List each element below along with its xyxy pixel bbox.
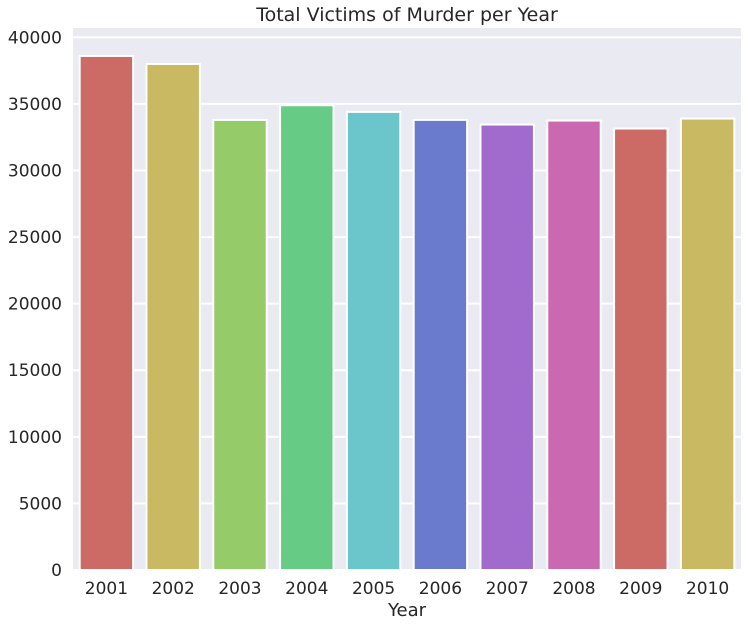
y-tick-label: 15000 bbox=[8, 361, 62, 381]
x-tick-label: 2007 bbox=[486, 579, 529, 599]
y-tick-label: 0 bbox=[51, 561, 62, 581]
bar-2005 bbox=[345, 110, 402, 571]
bar-2004 bbox=[279, 104, 335, 571]
y-tick-label: 10000 bbox=[8, 428, 62, 448]
x-tick-label: 2002 bbox=[152, 579, 195, 599]
x-tick-label: 2009 bbox=[619, 579, 662, 599]
bar-2006 bbox=[412, 118, 469, 572]
bar-2001 bbox=[78, 54, 135, 572]
x-tick-label: 2010 bbox=[686, 579, 729, 599]
x-tick-label: 2005 bbox=[352, 579, 395, 599]
x-tick-label: 2006 bbox=[419, 579, 462, 599]
x-tick-labels: 2001 2002 2003 2004 2005 2006 2007 2008 2009 2010 bbox=[85, 579, 729, 599]
y-tick-labels: 0 5000 10000 15000 20000 25000 30000 35000 40000 bbox=[8, 28, 62, 581]
x-axis-title: Year bbox=[387, 600, 427, 621]
x-tick-label: 2004 bbox=[285, 579, 328, 599]
bar-2003 bbox=[212, 118, 268, 572]
y-tick-label: 20000 bbox=[8, 295, 62, 315]
y-tick-label: 35000 bbox=[8, 95, 62, 115]
x-tick-label: 2001 bbox=[85, 579, 128, 599]
bar-2009 bbox=[613, 127, 669, 571]
bar-2007 bbox=[479, 123, 535, 571]
y-tick-label: 40000 bbox=[8, 28, 62, 48]
x-tick-label: 2008 bbox=[552, 579, 595, 599]
x-tick-label: 2003 bbox=[218, 579, 261, 599]
chart-title: Total Victims of Murder per Year bbox=[255, 4, 558, 26]
bars bbox=[78, 54, 736, 572]
bar-2010 bbox=[679, 117, 736, 571]
y-tick-label: 30000 bbox=[8, 161, 62, 181]
bar-2008 bbox=[546, 119, 602, 571]
bar-2002 bbox=[145, 62, 201, 571]
y-tick-label: 5000 bbox=[19, 494, 62, 514]
y-tick-label: 25000 bbox=[8, 228, 62, 248]
